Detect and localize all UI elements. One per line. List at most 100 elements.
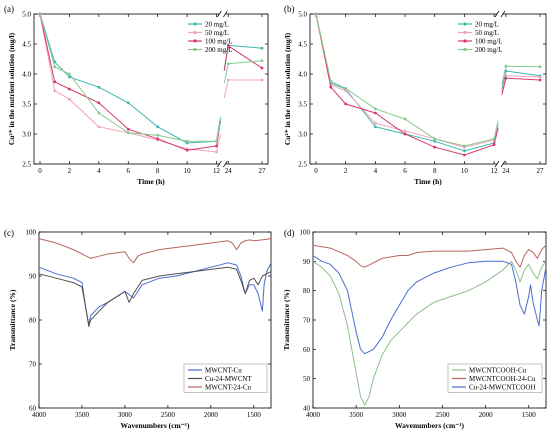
data-point [156, 133, 160, 137]
x-tick-label: 1500 [247, 411, 262, 419]
series-3 [38, 238, 272, 264]
legend-label: 100 mg/L [205, 37, 232, 45]
x-tick-label: 6 [127, 167, 131, 175]
data-point [329, 85, 333, 89]
axis-break-mark [223, 160, 228, 168]
x-tick-label: 6 [403, 167, 407, 175]
data-point [538, 75, 542, 79]
legend: MWCNTCOOH-CuMWCNTCOOH-24-CuCu-24-MWCNTCO… [447, 363, 543, 393]
spectrum-line [38, 262, 272, 325]
legend-marker [463, 39, 467, 43]
y-tick-label: 5.0 [22, 11, 31, 19]
y-tick-label: 60 [303, 346, 311, 354]
panel-label: (b) [284, 4, 295, 14]
data-point [97, 101, 101, 105]
data-point [538, 65, 542, 69]
series-1 [314, 12, 542, 153]
legend-label: MWCNTCOOH-Cu [469, 366, 527, 374]
legend-label: 100 mg/L [475, 37, 502, 45]
series-break-segment [493, 128, 499, 145]
data-point [433, 139, 437, 143]
y-tick-label: 4.0 [298, 71, 307, 79]
spectrum-line [312, 244, 547, 268]
spectrum-line [38, 266, 272, 328]
series-break-segment [493, 120, 499, 139]
data-point [215, 139, 218, 143]
plot-frame [33, 13, 269, 165]
data-point [97, 111, 101, 115]
series-line [505, 65, 541, 68]
series-2 [312, 244, 547, 268]
x-tick-label: 4 [374, 167, 378, 175]
y-tick-label: 90 [29, 273, 37, 281]
series-line [228, 44, 263, 49]
series-1 [312, 260, 547, 406]
legend-label: MWCNT-24-Cu [205, 383, 252, 391]
data-point [260, 59, 264, 63]
x-tick-label: 4000 [306, 411, 321, 419]
series-2 [38, 12, 264, 154]
x-tick-label: 12 [491, 167, 499, 175]
y-axis-label: Cu²⁺ in the nutrient solution (mg/l) [283, 32, 292, 145]
series-line [505, 77, 541, 81]
series-line [315, 13, 495, 156]
axis-break-mask [219, 11, 226, 17]
legend-label: 50 mg/L [475, 29, 499, 37]
legend-marker [463, 30, 467, 35]
panel-4: (d) 40 50 60 70 80 90 100 4000 3500 3000 2500 2000 15… [282, 228, 547, 430]
data-point [97, 125, 101, 129]
plot-frame [309, 13, 547, 165]
series-break-segment [223, 45, 229, 71]
data-point [329, 79, 333, 83]
x-tick-label: 10 [461, 167, 469, 175]
data-point [373, 121, 377, 125]
series-4 [314, 12, 542, 148]
y-tick-label: 80 [29, 317, 37, 325]
series-2 [38, 266, 272, 328]
data-point [226, 44, 230, 48]
series-line [505, 75, 541, 78]
legend-marker [193, 30, 197, 35]
data-point [97, 85, 101, 89]
data-point [403, 129, 407, 133]
legend-box [447, 363, 543, 393]
axis-break-mark [500, 10, 506, 18]
legend-label: Cu-24-MWCNTCOOH [469, 383, 536, 391]
data-point [314, 12, 318, 16]
y-tick-label: 3.5 [298, 101, 307, 109]
x-tick-label: 27 [537, 167, 545, 175]
data-point [126, 101, 130, 105]
spectrum-line [38, 238, 272, 264]
series-4 [38, 12, 264, 143]
series-3 [38, 12, 264, 152]
axis-break-mark [494, 160, 500, 168]
series-break-segment [501, 78, 507, 95]
x-tick-label: 2000 [204, 411, 219, 419]
data-point [215, 144, 218, 148]
legend-marker [193, 47, 197, 52]
data-point [403, 117, 407, 121]
y-tick-label: 100 [300, 229, 311, 237]
y-tick-label: 70 [303, 317, 311, 325]
legend-label: MWCNT-Cu [205, 366, 242, 374]
data-point [504, 74, 508, 78]
axis-break-mark [223, 10, 228, 18]
y-tick-label: 3.0 [22, 131, 31, 139]
axis-break-mark [500, 160, 506, 168]
x-axis-label: Time (h) [137, 177, 165, 186]
x-axis-label: Time (h) [414, 177, 442, 186]
y-tick-label: 50 [303, 375, 311, 383]
data-point [68, 97, 71, 101]
series-line [315, 13, 495, 148]
data-point [68, 72, 71, 76]
legend-box [183, 363, 268, 393]
data-point [344, 102, 348, 106]
data-point [463, 144, 466, 148]
data-point [463, 153, 466, 157]
y-tick-label: 70 [29, 361, 37, 369]
y-tick-label: 5.0 [298, 11, 307, 19]
